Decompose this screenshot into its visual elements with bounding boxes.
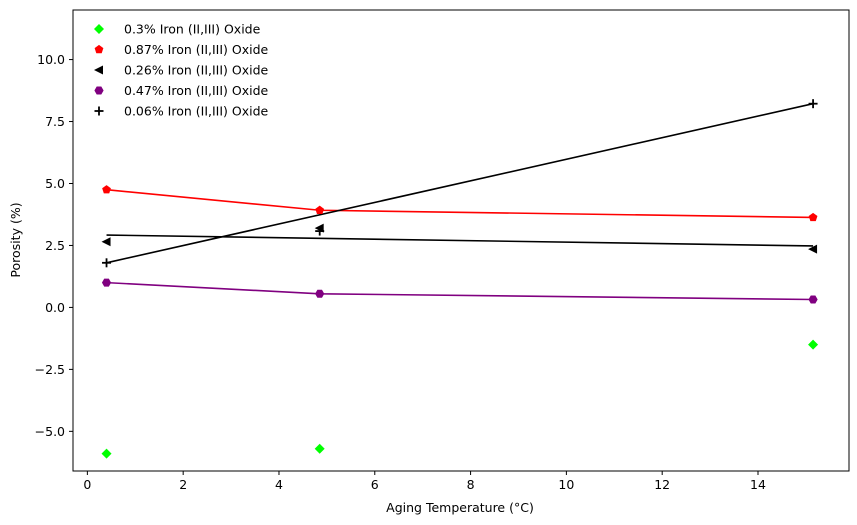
legend-label-3: 0.47% Iron (II,III) Oxide	[124, 83, 269, 98]
x-tick-label-7: 14	[750, 477, 766, 492]
x-tick-label-1: 2	[179, 477, 187, 492]
x-tick-label-4: 8	[467, 477, 475, 492]
legend-label-1: 0.87% Iron (II,III) Oxide	[124, 42, 269, 57]
plot-frame	[72, 9, 850, 472]
legend-marker-4	[94, 106, 104, 116]
legend-marker-3	[94, 86, 104, 95]
y-tick-label-3: 2.5	[45, 238, 65, 253]
data-point-s4-p1	[315, 226, 325, 236]
data-point-s2-p0	[101, 237, 111, 247]
y-tick-label-4: 5.0	[45, 176, 65, 191]
data-point-s1-p2	[808, 212, 818, 222]
x-tick-label-2: 4	[275, 477, 283, 492]
x-axis-title: Aging Temperature (°C)	[386, 500, 534, 515]
y-tick-label-2: 0.0	[45, 300, 65, 315]
y-axis-title: Porosity (%)	[8, 202, 23, 277]
y-tick-label-5: 7.5	[45, 114, 65, 129]
data-point-s3-p1	[315, 289, 325, 298]
data-point-s0-p1	[314, 443, 325, 454]
legend-label-0: 0.3% Iron (II,III) Oxide	[124, 22, 261, 37]
axes: 0 2 4 6 8 10 12 14 −5.0 −2.5 0.0 2.5 5.0 7.5 10.0	[35, 9, 850, 492]
data-point-s0-p2	[808, 339, 819, 350]
data-point-s1-p0	[102, 185, 111, 194]
data-point-s4-p2	[808, 99, 818, 109]
legend-marker-1	[94, 44, 104, 54]
x-tick-label-0: 0	[83, 477, 91, 492]
legend-label-2: 0.26% Iron (II,III) Oxide	[124, 63, 269, 78]
data-point-s0-p0	[101, 448, 112, 459]
legend: 0.3% Iron (II,III) Oxide 0.87% Iron (II,I…	[94, 22, 269, 119]
data-point-s3-p0	[101, 278, 112, 287]
data-point-s4-p0	[102, 258, 112, 268]
legend-label-4: 0.06% Iron (II,III) Oxide	[124, 104, 269, 119]
y-tick-label-1: −2.5	[35, 362, 65, 377]
data-point-s2-p2	[808, 244, 818, 254]
legend-marker-0	[94, 24, 104, 34]
series-line-4	[106, 102, 814, 264]
data-point-s1-p1	[315, 205, 325, 214]
x-tick-label-6: 12	[654, 477, 670, 492]
y-tick-label-6: 10.0	[37, 52, 65, 67]
legend-marker-2	[94, 65, 103, 75]
y-tick-label-0: −5.0	[35, 424, 65, 439]
data-point-s3-p2	[808, 295, 818, 304]
x-tick-label-5: 10	[558, 477, 574, 492]
x-tick-label-3: 6	[371, 477, 379, 492]
plot-area	[101, 99, 819, 459]
